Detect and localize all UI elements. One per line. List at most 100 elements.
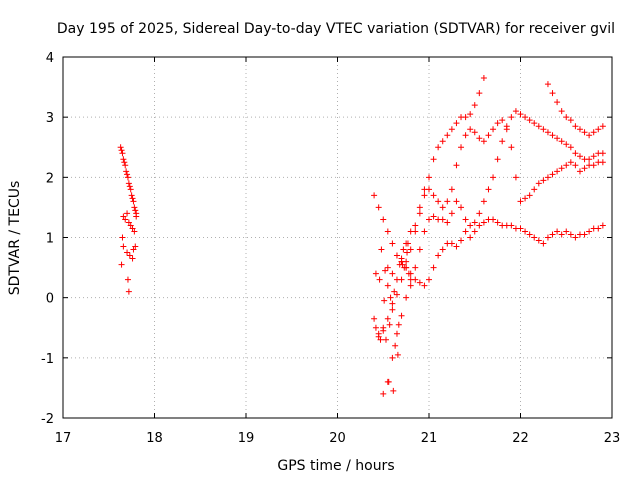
data-point <box>471 102 478 109</box>
data-point <box>576 126 583 133</box>
data-point <box>453 243 460 250</box>
data-point <box>380 327 387 334</box>
data-point <box>549 231 556 238</box>
data-point <box>535 180 542 187</box>
data-point <box>384 264 391 271</box>
data-point <box>403 258 410 265</box>
data-point <box>124 171 131 178</box>
data-point <box>526 231 533 238</box>
series-scatter-cluster <box>371 240 414 394</box>
data-point <box>554 168 561 175</box>
data-point <box>127 186 134 193</box>
data-point <box>407 276 414 283</box>
data-point <box>581 129 588 136</box>
data-point <box>595 126 602 133</box>
data-point <box>390 387 397 394</box>
x-tick-label: 23 <box>604 431 621 446</box>
data-point <box>490 174 497 181</box>
data-point <box>384 228 391 235</box>
data-point <box>535 237 542 244</box>
data-point <box>386 321 393 328</box>
data-point <box>572 123 579 130</box>
series-arc-4 <box>384 117 606 283</box>
data-point <box>476 210 483 217</box>
data-point <box>400 246 407 253</box>
data-point <box>384 315 391 322</box>
data-point <box>119 234 126 241</box>
data-point <box>416 279 423 286</box>
data-point <box>544 129 551 136</box>
data-point <box>398 312 405 319</box>
data-point <box>125 180 132 187</box>
data-point <box>467 234 474 241</box>
y-tick-label: 2 <box>46 171 54 186</box>
chart-title: Day 195 of 2025, Sidereal Day-to-day VTE… <box>57 21 615 37</box>
data-point <box>448 240 455 247</box>
data-point <box>458 144 465 151</box>
data-point <box>118 261 125 268</box>
data-point <box>407 228 414 235</box>
data-point <box>526 192 533 199</box>
data-point <box>540 240 547 247</box>
data-point <box>382 336 389 343</box>
data-point <box>567 159 574 166</box>
data-point <box>389 240 396 247</box>
data-point <box>576 153 583 160</box>
series-arc-3 <box>380 108 606 397</box>
data-point <box>531 234 538 241</box>
data-point <box>586 132 593 139</box>
data-point <box>426 174 432 181</box>
data-point <box>401 264 408 271</box>
data-point <box>558 138 565 145</box>
data-point <box>563 141 570 148</box>
data-point <box>426 276 432 283</box>
data-point <box>412 264 419 271</box>
data-point <box>125 219 132 226</box>
data-point <box>517 111 524 118</box>
data-point <box>554 135 561 142</box>
data-point <box>453 198 460 205</box>
data-point <box>130 198 137 205</box>
data-point <box>554 99 561 106</box>
data-point <box>462 216 469 223</box>
data-point <box>558 231 565 238</box>
y-axis-label: SDTVAR / TECUs <box>7 181 23 296</box>
data-point <box>586 228 593 235</box>
data-point <box>387 294 394 301</box>
data-point <box>526 117 533 124</box>
data-point <box>389 306 396 313</box>
data-point <box>385 378 392 385</box>
data-point <box>490 126 497 133</box>
x-tick-label: 20 <box>329 431 346 446</box>
data-point <box>503 123 510 130</box>
data-point <box>430 264 437 271</box>
data-point <box>389 354 396 361</box>
data-point <box>517 225 524 232</box>
data-point <box>458 204 465 211</box>
data-point <box>567 231 574 238</box>
data-point <box>407 282 414 289</box>
data-point <box>531 120 538 127</box>
data-point <box>462 132 469 139</box>
data-point <box>426 216 432 223</box>
data-point <box>522 195 529 202</box>
x-axis-ticks: 17 18 19 20 21 22 23 <box>55 57 621 446</box>
data-point <box>467 111 474 118</box>
data-point <box>439 204 446 211</box>
data-point <box>421 192 428 199</box>
data-point <box>563 228 570 235</box>
data-point <box>563 114 570 121</box>
data-point <box>131 228 138 235</box>
data-point <box>132 207 139 214</box>
data-point <box>572 162 579 169</box>
data-point <box>381 297 388 304</box>
data-point <box>599 159 606 166</box>
data-point <box>590 162 597 169</box>
data-point <box>130 246 137 253</box>
data-point <box>508 222 515 229</box>
data-point <box>393 291 400 298</box>
data-point <box>522 114 529 121</box>
data-point <box>439 246 446 253</box>
y-tick-label: 4 <box>46 51 54 66</box>
